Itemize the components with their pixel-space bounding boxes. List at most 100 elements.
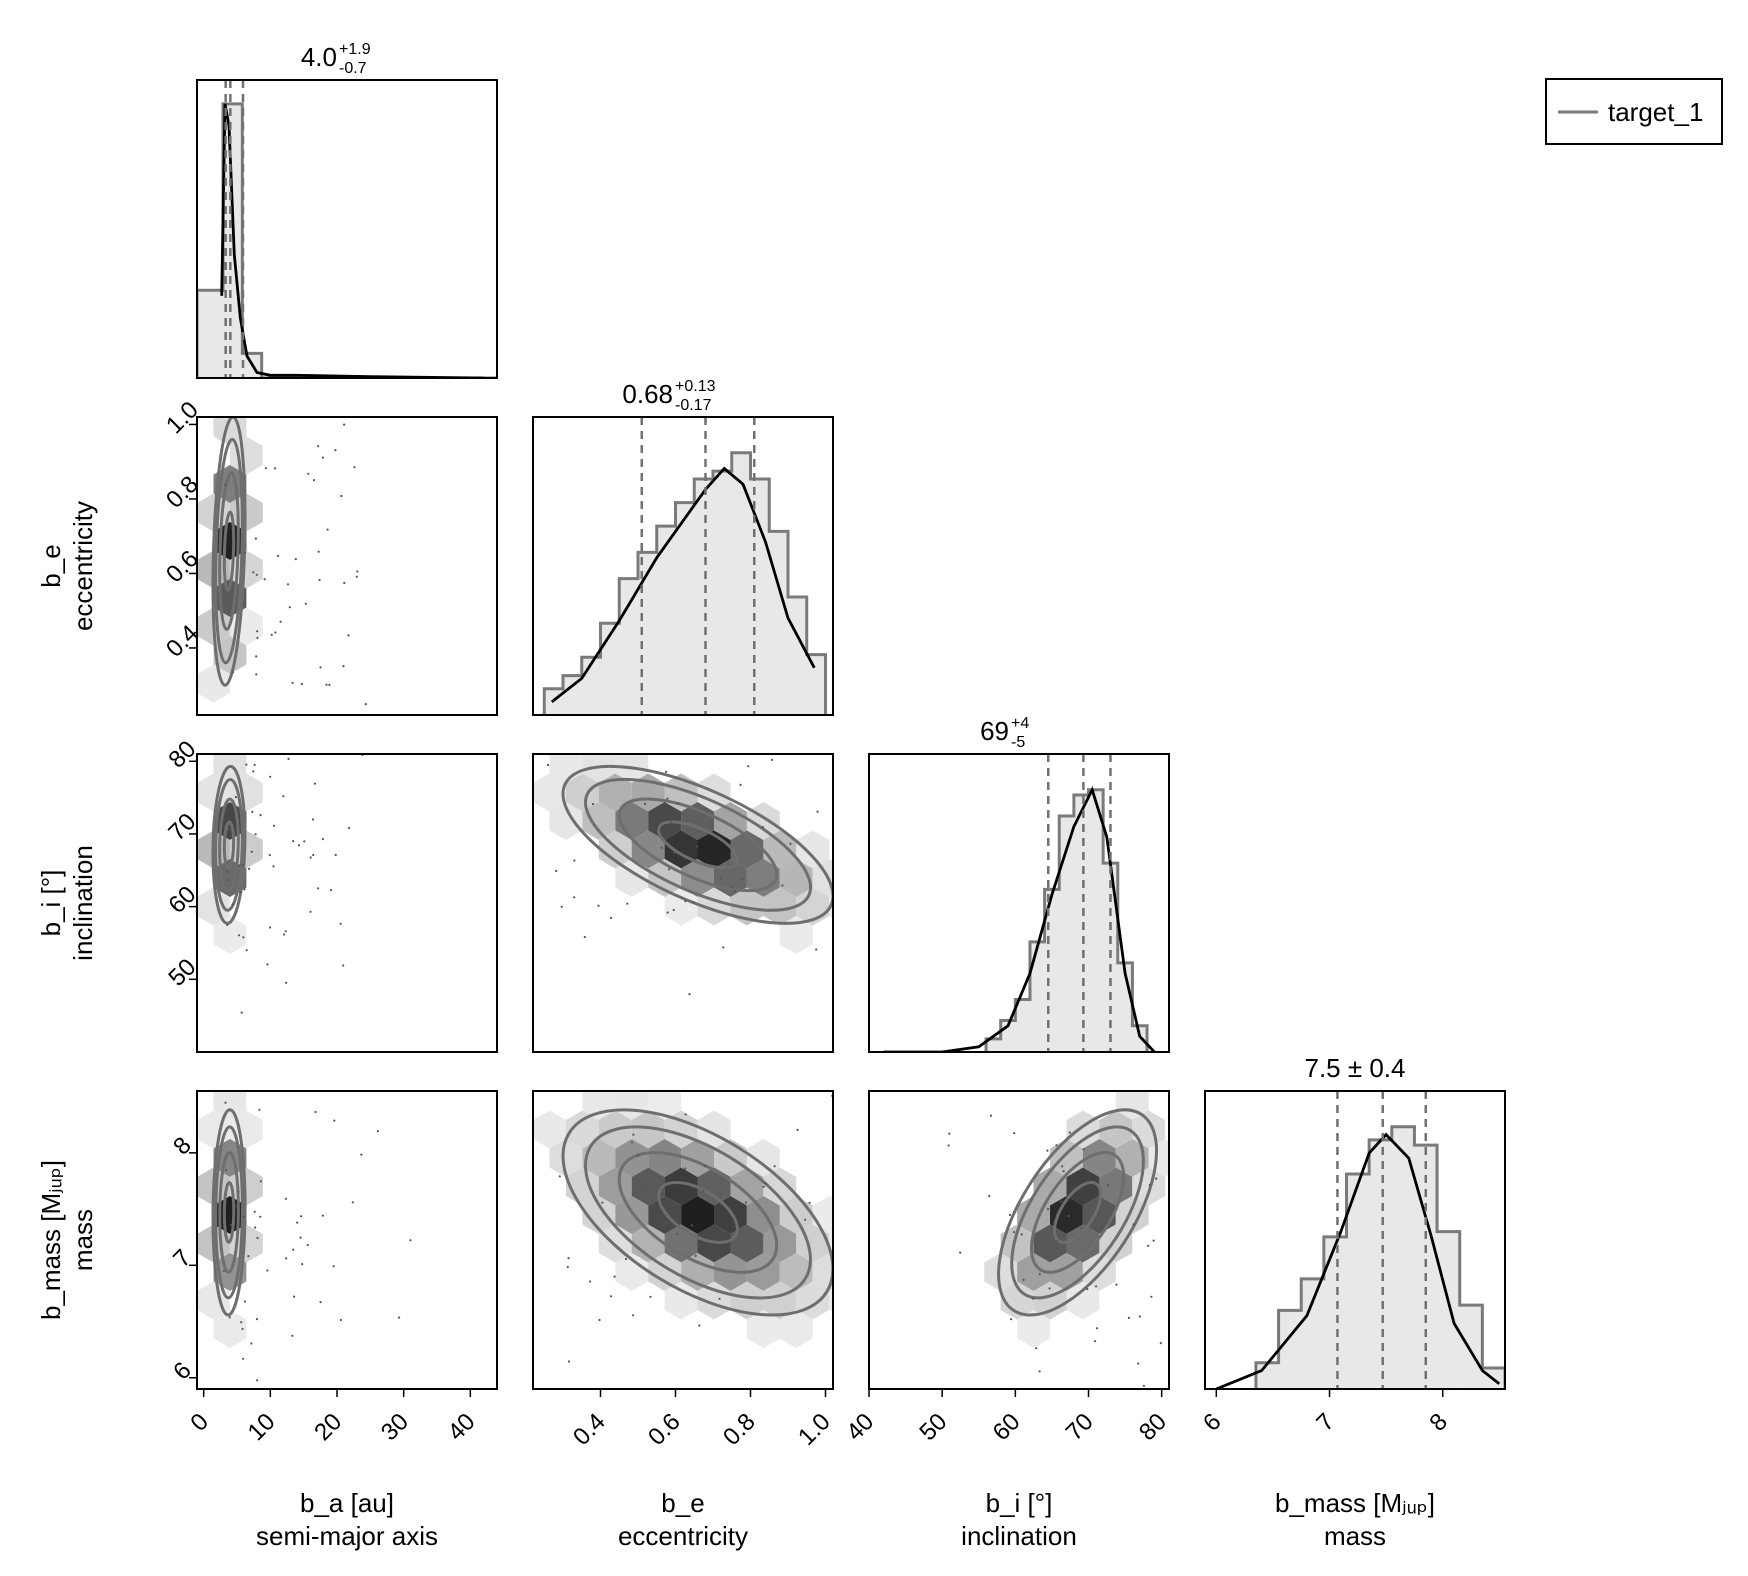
panel-frame-1-0	[196, 416, 498, 716]
contour-level-2	[584, 1125, 812, 1300]
scatter-point	[862, 1094, 864, 1096]
hist-bar-mass-7	[1414, 1145, 1438, 1389]
scatter-point	[941, 817, 943, 819]
scatter-point	[248, 867, 251, 870]
contour-level-3	[997, 1108, 1159, 1317]
hexbin	[213, 1310, 247, 1348]
x-axis-label-e: b_e	[661, 1488, 704, 1518]
scatter-point	[813, 748, 815, 750]
scatter-point	[254, 1226, 257, 1229]
hist-bar-i-3	[1029, 941, 1045, 1052]
contour-level-0	[657, 820, 739, 870]
scatter-point	[1068, 1131, 1071, 1134]
scatter-point	[342, 964, 345, 967]
hist-bar-i-5	[1059, 815, 1074, 1052]
hexbin	[615, 859, 649, 897]
scatter-point	[342, 665, 345, 668]
scatter-point	[560, 905, 563, 908]
scatter-point	[684, 1167, 687, 1170]
scatter-point	[1155, 1177, 1158, 1180]
scatter-point	[744, 1201, 748, 1204]
scatter-point	[278, 1083, 280, 1085]
x-axis-sublabel-a: semi-major axis	[256, 1521, 438, 1551]
scatter-point	[632, 1133, 635, 1136]
scatter-point	[222, 1269, 225, 1272]
scatter-point	[317, 550, 320, 553]
hexbin	[631, 1224, 665, 1263]
scatter-point	[988, 1195, 991, 1198]
diag-panel-e	[542, 417, 827, 715]
x-axis-label-i: b_i [°]	[986, 1488, 1053, 1518]
scatter-point	[288, 384, 290, 386]
scatter-point	[292, 1248, 295, 1251]
scatter-point	[392, 740, 394, 742]
scatter-point	[1038, 1273, 1041, 1276]
hexbin	[565, 1110, 599, 1149]
panel-frame-3-2	[868, 1090, 1170, 1390]
panel-frame-3-3	[1204, 1090, 1506, 1390]
scatter-point	[609, 1295, 613, 1298]
scatter-point	[1047, 1208, 1050, 1211]
panel-frame-1-1	[532, 416, 834, 716]
kde-curve-i	[883, 786, 1156, 1052]
hexbin	[664, 1281, 698, 1320]
scatter-point	[256, 630, 259, 633]
scatter-point	[796, 1128, 799, 1131]
scatter-point	[398, 1330, 400, 1332]
scatter-point	[498, 935, 500, 937]
scatter-point	[670, 821, 673, 824]
scatter-point	[690, 1224, 693, 1227]
scatter-point	[259, 814, 262, 817]
hexbin	[229, 773, 263, 812]
hexbin	[746, 1310, 780, 1348]
contour-level-3	[211, 1108, 247, 1317]
hexbin	[1017, 1253, 1050, 1291]
scatter-point	[1138, 1315, 1141, 1318]
scatter-point	[286, 583, 290, 586]
scatter-point	[253, 1210, 256, 1213]
hexbin	[779, 1310, 813, 1348]
y-tick-label-i-3: 80	[163, 736, 201, 774]
scatter-point	[242, 1357, 245, 1360]
hist-bar-mass-5	[1369, 1139, 1392, 1389]
scatter-point	[764, 1182, 767, 1185]
scatter-point	[247, 1255, 250, 1258]
scatter-point	[284, 1197, 287, 1200]
x-tick-label-i-0: 40	[841, 1408, 879, 1446]
scatter-point	[637, 1154, 640, 1157]
scatter-point	[558, 1175, 561, 1178]
panel-frame-3-0	[196, 1090, 498, 1390]
y-axis-label-i: b_i [°]	[36, 870, 66, 937]
scatter-point	[340, 1021, 342, 1023]
scatter-point	[321, 1214, 324, 1217]
scatter-point	[804, 1218, 807, 1221]
contour-level-1	[218, 1151, 240, 1274]
scatter-point	[279, 676, 281, 678]
hexbin	[746, 1139, 780, 1177]
scatter-point	[626, 902, 629, 905]
x-tick-label-a-2: 20	[309, 1408, 347, 1446]
y-axis-label-mass: b_mass [Mⱼᵤₚ]	[36, 1160, 66, 1320]
scatter-point	[1095, 1285, 1098, 1288]
scatter-point	[356, 570, 359, 573]
scatter-point	[319, 666, 322, 669]
scatter-point	[989, 1114, 993, 1117]
summary-minus-e: -0.17	[675, 397, 712, 414]
hexbin	[229, 436, 263, 475]
scatter-point	[597, 904, 600, 907]
scatter-point	[762, 1185, 765, 1188]
scatter-point	[259, 1215, 262, 1218]
scatter-point	[242, 1215, 246, 1218]
scatter-point	[877, 800, 879, 802]
scatter-point	[1080, 1227, 1083, 1230]
scatter-point	[269, 736, 271, 738]
scatter-point	[959, 1251, 962, 1254]
hexbin	[213, 1091, 247, 1120]
diag-panel-i	[883, 754, 1156, 1052]
scatter-point	[598, 1318, 601, 1322]
scatter-point	[1103, 673, 1105, 675]
scatter-point	[1205, 1437, 1207, 1439]
scatter-point	[253, 763, 256, 767]
contour-level-1	[617, 797, 779, 893]
scatter-point	[887, 976, 889, 978]
